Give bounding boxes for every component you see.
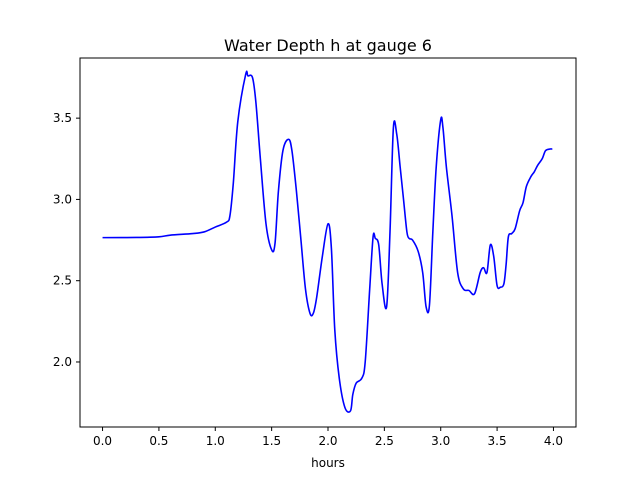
- x-tick-label: 3.5: [488, 434, 507, 448]
- plot-line-layer: [102, 70, 553, 413]
- y-tick-label: 3.5: [53, 111, 72, 125]
- x-tick-label: 2.5: [375, 434, 394, 448]
- y-axis-ticks: 2.0 2.5 3.0 3.5: [53, 111, 80, 369]
- x-axis-ticks: 0.0 0.5 1.0 1.5 2.0 2.5 3.0 3.5 4.0: [93, 427, 563, 448]
- x-tick-label: 4.0: [544, 434, 563, 448]
- y-tick-label: 2.0: [53, 355, 72, 369]
- series-line-0: [102, 70, 553, 413]
- x-tick-label: 3.0: [431, 434, 450, 448]
- x-tick-label: 2.0: [318, 434, 337, 448]
- chart-title: Water Depth h at gauge 6: [224, 36, 432, 55]
- x-tick-label: 0.0: [93, 434, 112, 448]
- x-tick-label: 0.5: [149, 434, 168, 448]
- x-tick-label: 1.0: [206, 434, 225, 448]
- x-tick-label: 1.5: [262, 434, 281, 448]
- x-axis-label: hours: [311, 456, 345, 470]
- y-tick-label: 3.0: [53, 192, 72, 206]
- y-tick-label: 2.5: [53, 274, 72, 288]
